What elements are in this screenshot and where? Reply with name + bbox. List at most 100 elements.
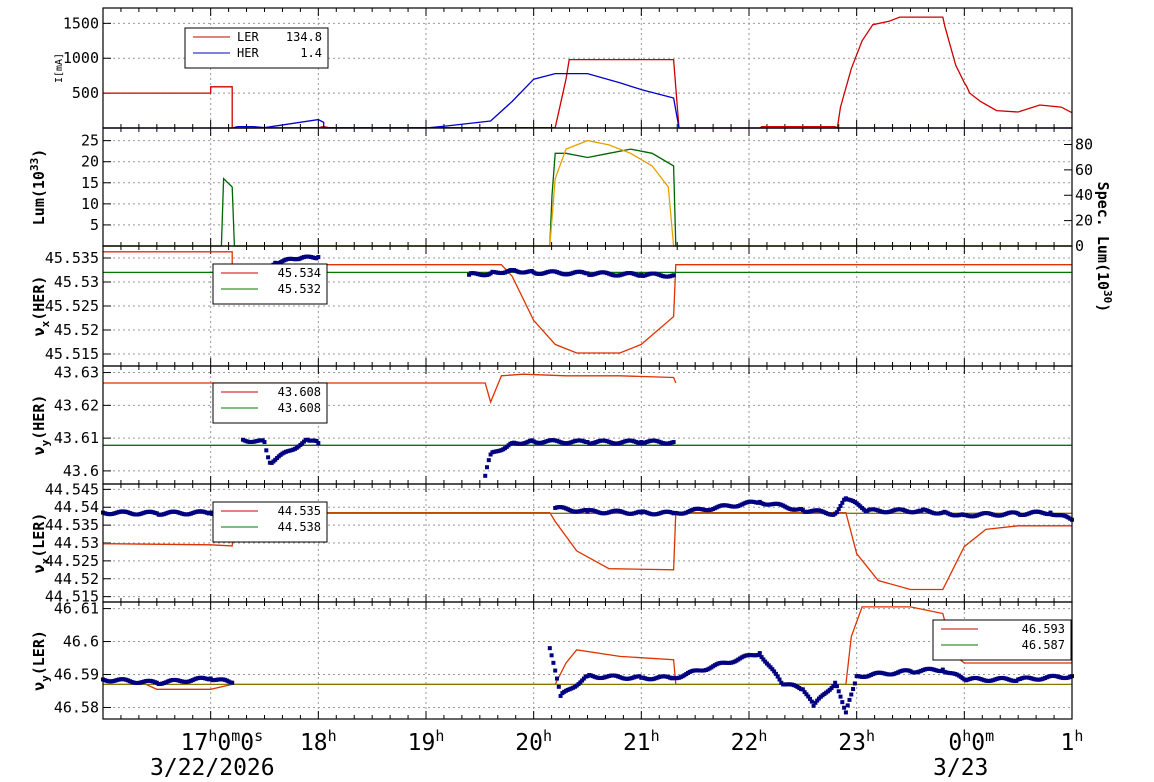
y-tick-label: 43.6	[63, 462, 99, 480]
legend: LER 134.8 HER 1.4	[184, 27, 329, 69]
legend-value: 45.534	[278, 266, 321, 280]
data-point	[813, 700, 818, 705]
y-axis-label: νx(LER)	[30, 513, 52, 574]
series-line-her	[103, 72, 1072, 129]
data-point	[802, 690, 807, 695]
x-tick-label: 1h	[1061, 727, 1084, 756]
data-point	[485, 465, 490, 470]
legend-box	[212, 263, 328, 305]
x-tick-label: 19h	[408, 727, 445, 756]
data-point	[842, 705, 847, 710]
y-tick-label: 43.63	[54, 364, 99, 382]
data-point	[264, 448, 269, 453]
panel-nux_ler: 44.51544.5244.52544.5344.53544.5444.545ν…	[30, 480, 1074, 606]
y-tick-label: 45.525	[45, 297, 99, 315]
date-label-end: 3/23	[933, 755, 988, 781]
data-point	[834, 510, 839, 515]
data-point	[838, 694, 843, 699]
right-y-tick-label: 80	[1075, 135, 1093, 153]
series-line-set	[103, 373, 677, 405]
y-tick-label: 45.535	[45, 249, 99, 267]
y-tick-label: 10	[81, 195, 99, 213]
series-line-lum	[103, 148, 1072, 247]
data-point	[836, 507, 841, 512]
data-point	[843, 710, 848, 715]
legend-box	[932, 619, 1072, 661]
y-tick-label: 15	[81, 174, 99, 192]
legend-value: 46.593	[1022, 622, 1065, 636]
y-axis-label: Lum(1033)	[28, 149, 48, 225]
data-point	[836, 689, 841, 694]
data-point	[316, 255, 321, 260]
x-tick-label: 21h	[623, 727, 660, 756]
data-point	[486, 458, 491, 463]
series-line-spec-lum	[103, 139, 1072, 247]
data-point	[849, 692, 854, 697]
y-tick-label: 20	[81, 153, 99, 171]
series-line-set	[103, 606, 1072, 690]
panel-luminosity: 5 10 15 20 25 Lum(1033) 0 20 40 60 80 Spec. Lum(103…	[28, 127, 1114, 312]
data-point	[804, 692, 809, 697]
data-point	[833, 680, 838, 685]
panel-nux_her: 45.515 45.52 45.525 45.53 45.535 νx(HER) 45.53…	[30, 245, 1073, 367]
data-point	[800, 687, 805, 692]
y-axis-label: I[mA]	[54, 53, 65, 83]
right-y-tick-label: 0	[1075, 237, 1084, 255]
data-point	[230, 680, 235, 685]
y-tick-label: 25	[81, 132, 99, 150]
legend-value: 46.587	[1022, 638, 1065, 652]
data-point	[852, 681, 857, 686]
data-point	[773, 671, 778, 676]
data-point	[558, 693, 563, 698]
data-point	[547, 646, 552, 651]
y-tick-label: 44.535	[45, 516, 99, 534]
x-tick-label: 17h0m0s	[181, 727, 264, 756]
y-tick-label: 44.53	[54, 534, 99, 552]
y-tick-label: 45.52	[54, 321, 99, 339]
data-point	[770, 667, 775, 672]
data-point	[777, 677, 782, 682]
legend-value: 45.532	[278, 282, 321, 296]
y-tick-label: 46.59	[54, 666, 99, 684]
data-point	[314, 438, 319, 443]
legend: 45.534 45.532	[212, 263, 328, 305]
y-tick-label: 43.61	[54, 429, 99, 447]
y-tick-label: 44.525	[45, 552, 99, 570]
data-point	[808, 696, 813, 701]
x-tick-label: 18h	[300, 727, 337, 756]
date-label-start: 3/22/2026	[150, 755, 275, 781]
legend-value: 1.4	[300, 46, 322, 60]
right-y-tick-label: 60	[1075, 161, 1093, 179]
data-point	[831, 684, 836, 689]
data-point	[838, 503, 843, 508]
y-axis-label: νx(HER)	[30, 276, 52, 337]
data-point	[809, 699, 814, 704]
data-point	[671, 273, 676, 278]
y-tick-label: 1000	[63, 49, 99, 67]
y-tick-label: 44.545	[45, 480, 99, 498]
y-tick-label: 46.58	[54, 698, 99, 716]
data-point	[316, 441, 321, 446]
series-line-ler	[103, 16, 1073, 130]
data-point	[553, 668, 558, 673]
data-point	[549, 653, 554, 658]
y-axis-label: νy(HER)	[30, 395, 52, 456]
legend-box	[212, 382, 328, 424]
legend-box	[212, 501, 328, 543]
data-point	[266, 455, 271, 460]
y-tick-label: 500	[72, 84, 99, 102]
data-point	[262, 440, 267, 445]
legend: 44.535 44.538	[212, 501, 328, 543]
x-tick-label: 20h	[515, 727, 552, 756]
y-tick-label: 45.53	[54, 273, 99, 291]
x-axis: 17h0m0s 18h 19h 20h 21h 22h 23h 0h0m 1h 3/22/2026…	[150, 727, 1083, 781]
data-point	[554, 676, 559, 681]
legend-value: 43.608	[278, 401, 321, 415]
legend-value: 44.535	[278, 504, 321, 518]
data-point	[847, 697, 852, 702]
panel-current: 500 1000 1500 I[mA] LER 134.8 HER 1.4	[54, 7, 1073, 130]
y-tick-label: 1500	[63, 14, 99, 32]
legend-value: 134.8	[286, 30, 322, 44]
